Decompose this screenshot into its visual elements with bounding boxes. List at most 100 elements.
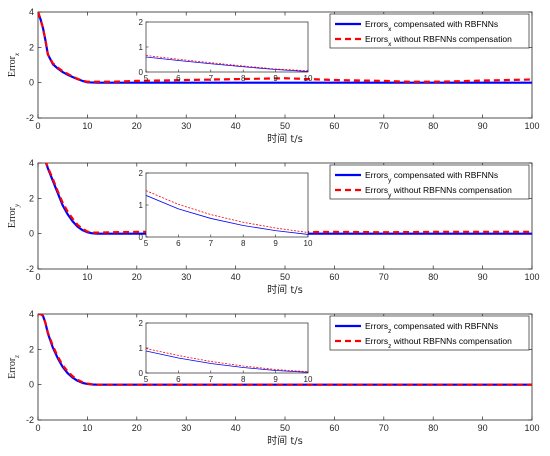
inset-x-tick-label: 5 <box>144 74 149 83</box>
legend-label-subscript: x <box>388 41 392 48</box>
legend-label: Errorsx compensated with RBFNNs <box>365 19 498 33</box>
legend-label-suffix: compensated with RBFNNs <box>391 321 498 331</box>
inset-line-compensated <box>146 350 308 373</box>
y-tick-label: 2 <box>29 344 34 354</box>
series-line-uncompensated <box>38 163 532 234</box>
x-tick-label: 60 <box>329 272 339 282</box>
x-tick-label: 80 <box>428 272 438 282</box>
x-tick-label: 90 <box>478 423 488 433</box>
inset-x-tick-label: 7 <box>209 375 214 384</box>
x-tick-label: 100 <box>524 121 539 131</box>
x-tick-label: 50 <box>280 272 290 282</box>
x-tick-label: 50 <box>280 423 290 433</box>
inset-y-tick-label: 2 <box>139 319 144 328</box>
inset-series-group <box>146 190 308 235</box>
inset-area <box>145 21 309 73</box>
inset-y-tick-label: 2 <box>139 18 144 27</box>
x-axis-label: 时间 t/s <box>267 434 303 447</box>
inset-line-uncompensated <box>146 55 308 72</box>
inset-x-tick-label: 8 <box>241 239 246 248</box>
x-axis-label: 时间 t/s <box>267 132 303 145</box>
y-tick-label: 4 <box>29 158 34 168</box>
inset-x-tick-label: 6 <box>176 239 181 248</box>
legend-label-suffix: without RBFNNs compensation <box>391 185 512 195</box>
inset-x-tick-label: 9 <box>273 375 278 384</box>
series-group <box>38 12 532 84</box>
legend-label-subscript: y <box>388 192 392 199</box>
legend-label: Errorsz without RBFNNs compensation <box>365 336 512 350</box>
x-tick-label: 0 <box>35 272 40 282</box>
legend-label-suffix: compensated with RBFNNs <box>391 170 498 180</box>
inset-x-tick-label: 10 <box>304 74 313 83</box>
inset-x-tick-label: 5 <box>144 375 149 384</box>
x-tick-label: 80 <box>428 423 438 433</box>
series-line-uncompensated <box>38 12 532 83</box>
x-tick-label: 0 <box>35 423 40 433</box>
y-tick-label: 0 <box>29 229 34 239</box>
x-tick-label: 40 <box>231 121 241 131</box>
y-tick-label: 2 <box>29 42 34 52</box>
inset-y-tick-label: 2 <box>139 169 144 178</box>
y-axis-label-subscript: y <box>13 203 21 208</box>
x-tick-label: 90 <box>478 121 488 131</box>
inset-x-tick-label: 9 <box>273 74 278 83</box>
y-axis-label: Errory <box>7 203 21 228</box>
inset-plot: 5 6 7 8 9 10 0 1 2 <box>139 169 313 248</box>
legend-label-subscript: z <box>388 343 391 350</box>
legend-label: Errorsz compensated with RBFNNs <box>365 321 498 335</box>
inset-x-tick-label: 10 <box>304 375 313 384</box>
series-line-uncompensated <box>38 314 532 386</box>
x-tick-label: 0 <box>35 121 40 131</box>
legend-label-prefix: Errors <box>365 185 388 195</box>
legend-label-prefix: Errors <box>365 336 388 346</box>
x-tick-label: 60 <box>329 121 339 131</box>
x-tick-label: 20 <box>132 423 142 433</box>
legend-box <box>329 13 530 49</box>
y-axis-label-subscript: x <box>13 52 21 57</box>
y-axis-label-text: Error <box>7 55 18 77</box>
inset-y-tick-label: 1 <box>139 43 144 52</box>
y-axis-label: Errorz <box>7 355 21 379</box>
legend-label-subscript: z <box>388 328 391 335</box>
inset-y-tick-label: 1 <box>139 344 144 353</box>
legend-label-prefix: Errors <box>365 34 388 44</box>
x-tick-label: 40 <box>231 423 241 433</box>
x-tick-label: 40 <box>231 272 241 282</box>
legend-box <box>329 315 530 351</box>
x-tick-label: 20 <box>132 272 142 282</box>
legend-label-subscript: x <box>388 26 392 33</box>
legend-label-suffix: compensated with RBFNNs <box>391 19 498 29</box>
inset-y-tick-label: 0 <box>139 369 144 378</box>
x-tick-label: 70 <box>379 121 389 131</box>
inset-x-tick-label: 5 <box>144 239 149 248</box>
legend-label-subscript: y <box>388 177 392 184</box>
x-axis-label: 时间 t/s <box>267 283 303 296</box>
inset-area <box>145 322 309 374</box>
inset-line-uncompensated <box>146 348 308 373</box>
inset-y-tick-label: 0 <box>139 233 144 242</box>
legend-box <box>329 164 530 200</box>
y-tick-label: 4 <box>29 7 34 17</box>
inset-y-tick-label: 1 <box>139 201 144 210</box>
x-tick-label: 30 <box>181 121 191 131</box>
x-tick-label: 60 <box>329 423 339 433</box>
inset-x-tick-label: 9 <box>273 239 278 248</box>
x-tick-label: 30 <box>181 423 191 433</box>
x-tick-label: 30 <box>181 272 191 282</box>
y-axis-label-subscript: z <box>13 355 21 359</box>
x-tick-label: 70 <box>379 272 389 282</box>
x-tick-label: 80 <box>428 121 438 131</box>
y-tick-label: -2 <box>26 264 34 274</box>
y-tick-label: 0 <box>29 78 34 88</box>
y-tick-label: 4 <box>29 309 34 319</box>
inset-x-tick-label: 8 <box>241 375 246 384</box>
legend-label-suffix: without RBFNNs compensation <box>391 34 512 44</box>
x-tick-label: 70 <box>379 423 389 433</box>
x-tick-label: 10 <box>82 423 92 433</box>
legend-label-prefix: Errors <box>365 19 388 29</box>
